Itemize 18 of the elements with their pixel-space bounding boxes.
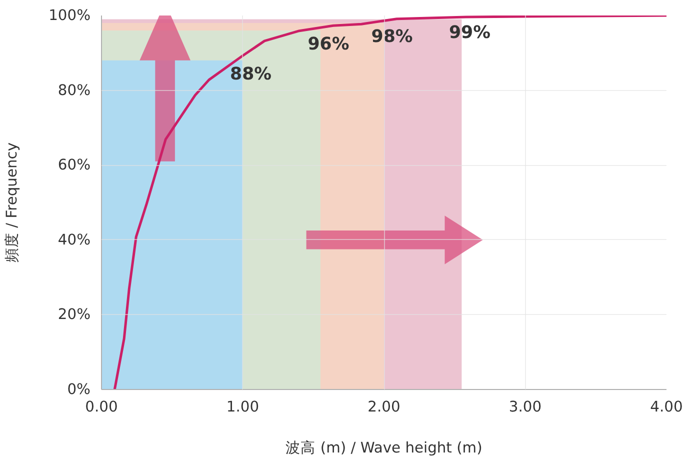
x-axis-title: 波高 (m) / Wave height (m): [286, 440, 482, 456]
y-tick-label: 100%: [48, 7, 91, 24]
y-axis-title: 頻度 / Frequency: [4, 142, 21, 262]
annotation: 88%: [230, 64, 272, 84]
x-tick-label: 2.00: [368, 398, 400, 416]
line-series: [113, 16, 666, 390]
x-tick-label: 3.00: [508, 398, 542, 416]
y-tick-label: 20%: [58, 306, 91, 324]
x-tick-label: 0.00: [85, 398, 118, 416]
annotation: 99%: [448, 23, 490, 44]
annotation: 96%: [308, 34, 350, 54]
y-tick-label: 40%: [58, 231, 91, 248]
y-tick-label: 60%: [58, 156, 91, 174]
x-tick-label: 4.00: [650, 398, 683, 416]
y-tick-label: 80%: [58, 82, 91, 99]
annotation: 98%: [371, 26, 413, 47]
x-tick-label: 1.00: [226, 398, 260, 416]
y-tick-label: 0%: [67, 381, 91, 398]
